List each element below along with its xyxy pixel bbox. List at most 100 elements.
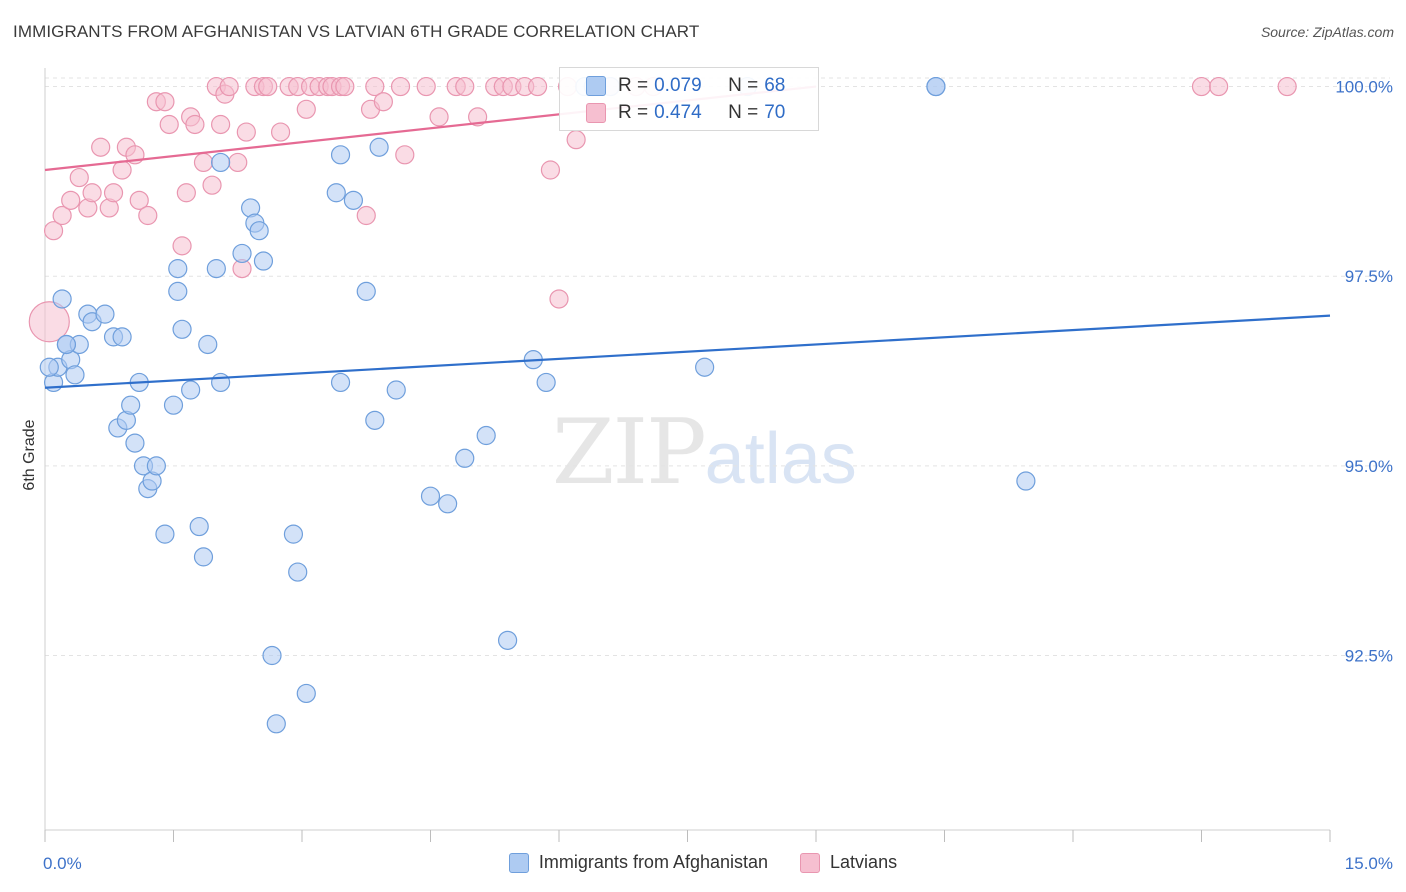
latvians-point — [82, 183, 102, 203]
latvians-point — [211, 114, 231, 135]
afghanistan-point — [1016, 471, 1036, 491]
legend-r-label: R = — [618, 102, 649, 123]
latvians-point — [193, 152, 214, 173]
latvians-point — [103, 183, 124, 203]
afghanistan-point — [438, 494, 458, 514]
latvians-point — [129, 190, 149, 210]
afghanistan-point — [181, 380, 201, 400]
latvians-point — [258, 76, 278, 97]
watermark-zip: ZIP — [552, 400, 707, 505]
series-legend-label: Immigrants from Afghanistan — [538, 852, 769, 872]
afghanistan-point — [52, 289, 72, 309]
afghanistan-point — [253, 251, 274, 271]
latvians-point — [527, 76, 548, 97]
afghanistan-point — [326, 183, 346, 203]
latvians-point — [356, 205, 376, 226]
latvians-point — [468, 107, 488, 127]
afghanistan-point — [65, 365, 85, 385]
latvians-point — [69, 167, 89, 188]
afghanistan-point — [193, 547, 214, 567]
series-legend-afghanistan[interactable]: Immigrants from Afghanistan — [508, 852, 769, 873]
legend-r-value: 0.474 — [654, 102, 702, 123]
latvians-point — [52, 205, 72, 226]
y-axis-title: 6th Grade — [21, 419, 38, 490]
afghanistan-point — [172, 319, 192, 339]
afghanistan-point — [343, 190, 363, 210]
afghanistan-point — [420, 486, 441, 506]
legend-swatch-pink — [800, 852, 821, 873]
latvians-point — [549, 289, 569, 309]
legend-row-latvians: R = 0.474 N = 70 — [586, 100, 785, 126]
latvians-point — [566, 130, 586, 150]
afghanistan-point — [249, 221, 269, 241]
latvians-point — [540, 160, 561, 180]
afghanistan-point — [95, 304, 115, 324]
afghanistan-point — [232, 243, 252, 264]
afghanistan-point — [288, 562, 308, 582]
latvians-point — [455, 76, 475, 97]
latvians-point — [43, 221, 64, 241]
latvians-point — [138, 205, 158, 226]
latvians-point — [228, 152, 248, 173]
afghanistan-point — [56, 334, 77, 355]
afghanistan-point — [206, 259, 226, 279]
latvians-point — [1209, 76, 1229, 97]
legend-swatch-blue — [508, 852, 529, 873]
latvians-point — [91, 137, 111, 157]
latvians-point — [365, 76, 385, 97]
afghanistan-point — [211, 152, 231, 173]
series-legend-latvians[interactable]: Latvians — [800, 852, 897, 873]
source-label: Source: ZipAtlas.com — [1260, 24, 1394, 40]
latvians-point — [429, 107, 449, 127]
watermark-atlas: atlas — [704, 419, 857, 499]
legend-row-afghanistan: R = 0.079 N = 68 — [586, 73, 785, 99]
axes — [44, 68, 1331, 842]
afghanistan-point — [163, 395, 184, 415]
x-tick-label: 15.0% — [1345, 854, 1393, 873]
afghanistan-point — [356, 281, 376, 301]
latvians-point — [112, 160, 132, 180]
latvians-point — [61, 190, 81, 210]
afghanistan-point — [198, 334, 218, 355]
y-tick-label: 95.0% — [1345, 457, 1393, 476]
latvians-point — [395, 145, 415, 165]
latvians-point — [270, 122, 291, 142]
afghanistan-point — [155, 524, 175, 544]
y-tick-label: 92.5% — [1345, 647, 1393, 666]
latvians-point — [236, 122, 256, 142]
afghanistan-point — [146, 456, 166, 476]
series-legend-label: Latvians — [830, 852, 898, 872]
afghanistan-point — [121, 395, 141, 415]
afghanistan-point — [695, 357, 715, 377]
latvians-point — [155, 92, 175, 112]
afghanistan-point — [476, 425, 496, 446]
latvians-point — [390, 76, 411, 97]
chart-title: IMMIGRANTS FROM AFGHANISTAN VS LATVIAN 6… — [13, 22, 700, 41]
afghanistan-point — [386, 380, 406, 400]
latvians-point — [185, 114, 205, 135]
latvians-point — [335, 76, 355, 97]
afghanistan-point — [330, 372, 351, 393]
latvians-point — [202, 175, 222, 195]
latvians-point — [416, 76, 436, 97]
afghanistan-point — [365, 410, 385, 430]
afghanistan-point — [168, 259, 188, 279]
afghanistan-point — [330, 145, 351, 165]
watermark: ZIPatlas — [552, 400, 857, 505]
legend-n-label: N = — [728, 102, 759, 123]
afghanistan-trend-line — [44, 314, 1331, 389]
afghanistan-points — [39, 76, 1036, 734]
afghanistan-point — [455, 448, 475, 468]
legend-n-label: N = — [728, 75, 759, 96]
afghanistan-point — [498, 630, 518, 650]
afghanistan-point — [39, 357, 59, 377]
legend-r-label: R = — [618, 75, 649, 96]
legend-n-value: 68 — [764, 75, 786, 96]
afghanistan-point — [211, 372, 231, 393]
legend-swatch-blue — [586, 76, 606, 96]
latvians-point — [373, 92, 393, 112]
legend-swatch-pink — [586, 103, 606, 123]
y-tick-label: 97.5% — [1345, 267, 1393, 286]
afghanistan-point — [926, 76, 946, 97]
series-legend: Immigrants from Afghanistan Latvians — [0, 852, 1406, 873]
